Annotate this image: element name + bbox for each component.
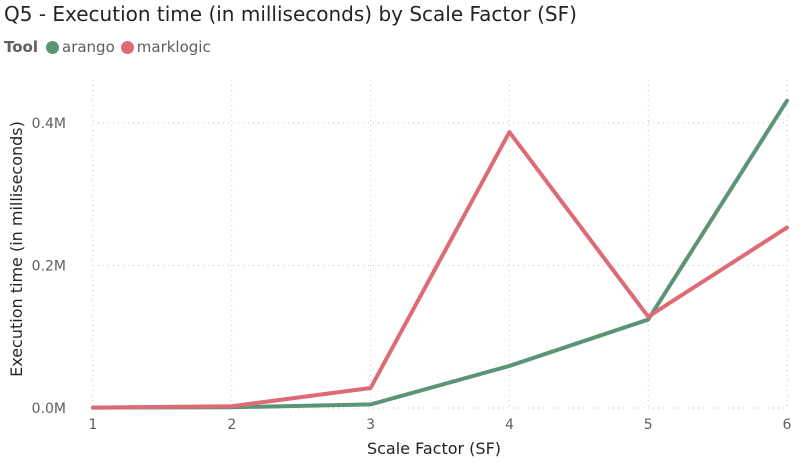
y-tick-label: 0.2M	[32, 258, 66, 274]
series-line-marklogic[interactable]	[91, 130, 789, 410]
legend-item-marklogic[interactable]: marklogic	[120, 38, 211, 56]
x-tick-label: 3	[366, 417, 375, 433]
x-tick-label: 4	[505, 417, 514, 433]
x-tick-label: 5	[644, 417, 653, 433]
legend-item-arango[interactable]: arango	[46, 38, 115, 56]
x-tick-label: 2	[227, 417, 236, 433]
x-axis-label: Scale Factor (SF)	[367, 439, 501, 458]
x-tick-label: 6	[783, 417, 792, 433]
legend-label-marklogic: marklogic	[136, 38, 211, 56]
legend-marker-arango	[46, 40, 59, 54]
y-tick-label: 0.0M	[32, 401, 66, 417]
x-tick-label: 1	[89, 417, 98, 433]
legend-marker-marklogic	[120, 40, 134, 54]
series-line-arango[interactable]	[91, 98, 789, 410]
legend-title: Tool	[4, 38, 38, 56]
legend-label-arango: arango	[62, 38, 115, 56]
legend: Tool arango marklogic	[4, 38, 217, 56]
y-tick-label: 0.4M	[32, 116, 66, 132]
chart-title: Q5 - Execution time (in milliseconds) by…	[4, 2, 577, 26]
y-axis-label: Execution time (in milliseconds)	[7, 121, 26, 377]
